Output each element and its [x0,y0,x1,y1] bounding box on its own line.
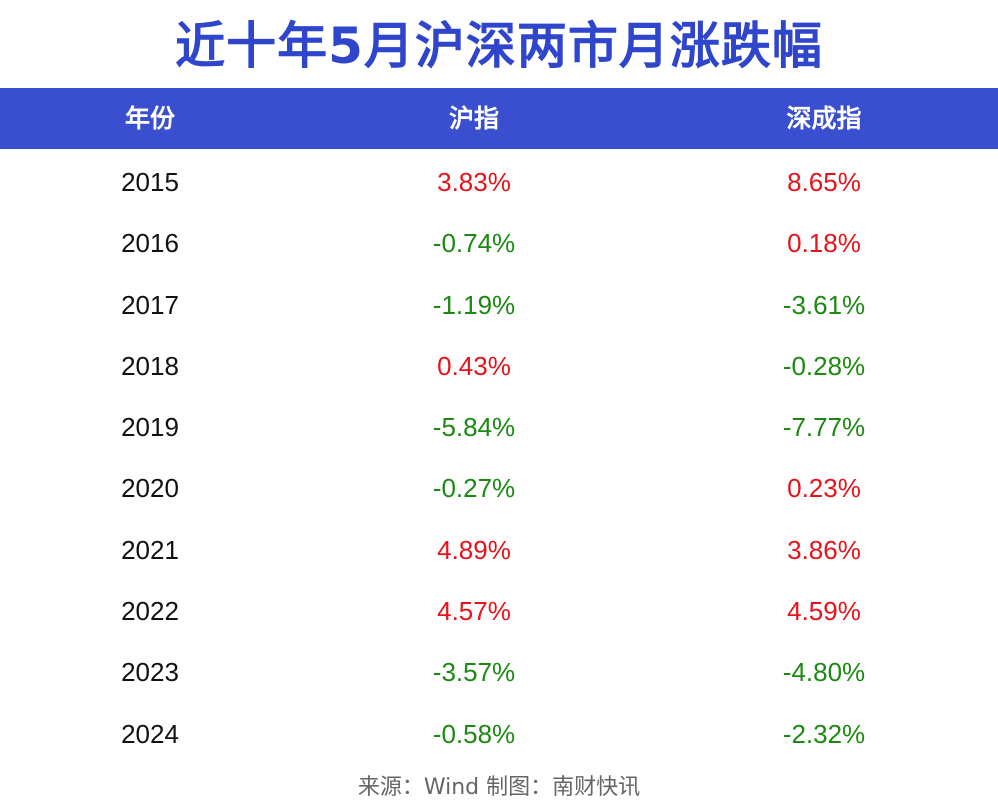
sh-change-cell: -3.57% [432,657,516,688]
table-body: 2015 3.83% 8.65% 2016 -0.74% 0.18% 2017 … [0,152,998,765]
column-header-sz-index: 深成指 [786,104,862,133]
year-cell: 2015 [121,167,179,197]
table-header: 年份 沪指 深成指 [0,88,998,149]
year-cell: 2021 [121,534,179,565]
sz-change-cell: 0.23% [787,473,861,504]
sh-change-cell: -0.74% [432,228,516,259]
sz-change-cell: -7.77% [782,412,866,443]
sh-change-cell: 4.57% [437,596,511,627]
year-cell: 2018 [121,350,179,381]
table-row: 2021 4.89% 3.86% [0,520,998,581]
table-row: 2017 -1.19% -3.61% [0,275,998,336]
sz-change-cell: -0.28% [782,350,866,381]
table-row: 2023 -3.57% -4.80% [0,642,998,703]
year-cell: 2017 [121,289,179,320]
sz-change-cell: -3.61% [782,289,866,320]
sh-change-cell: -0.27% [432,473,516,504]
sh-change-cell: 0.43% [437,350,511,381]
table-row: 2015 3.83% 8.65% [0,152,998,213]
sh-change-cell: -0.58% [432,718,516,749]
table-row: 2024 -0.58% -2.32% [0,704,998,765]
sz-change-cell: -2.32% [782,718,866,749]
source-credit: 来源：Wind 制图：南财快讯 [357,775,641,800]
column-header-year: 年份 [124,104,175,133]
table-row: 2019 -5.84% -7.77% [0,397,998,458]
sh-change-cell: -1.19% [432,289,516,320]
table-row: 2020 -0.27% 0.23% [0,458,998,519]
table-row: 2022 4.57% 4.59% [0,581,998,642]
page-title: 近十年5月沪深两市月涨跌幅 [175,17,823,75]
sz-change-cell: 0.18% [787,228,861,259]
year-cell: 2023 [121,657,179,688]
year-cell: 2024 [121,718,179,749]
table-row: 2018 0.43% -0.28% [0,336,998,397]
sz-change-cell: 3.86% [787,534,861,565]
table-row: 2016 -0.74% 0.18% [0,213,998,274]
sz-change-cell: 8.65% [787,167,861,197]
sz-change-cell: 4.59% [787,596,861,627]
sh-change-cell: -5.84% [432,412,516,443]
column-header-sh-index: 沪指 [448,104,499,133]
year-cell: 2020 [121,473,179,504]
sz-change-cell: -4.80% [782,657,866,688]
year-cell: 2019 [121,412,179,443]
year-cell: 2022 [121,596,179,627]
year-cell: 2016 [121,228,179,259]
sh-change-cell: 3.83% [437,167,511,197]
sh-change-cell: 4.89% [437,534,511,565]
